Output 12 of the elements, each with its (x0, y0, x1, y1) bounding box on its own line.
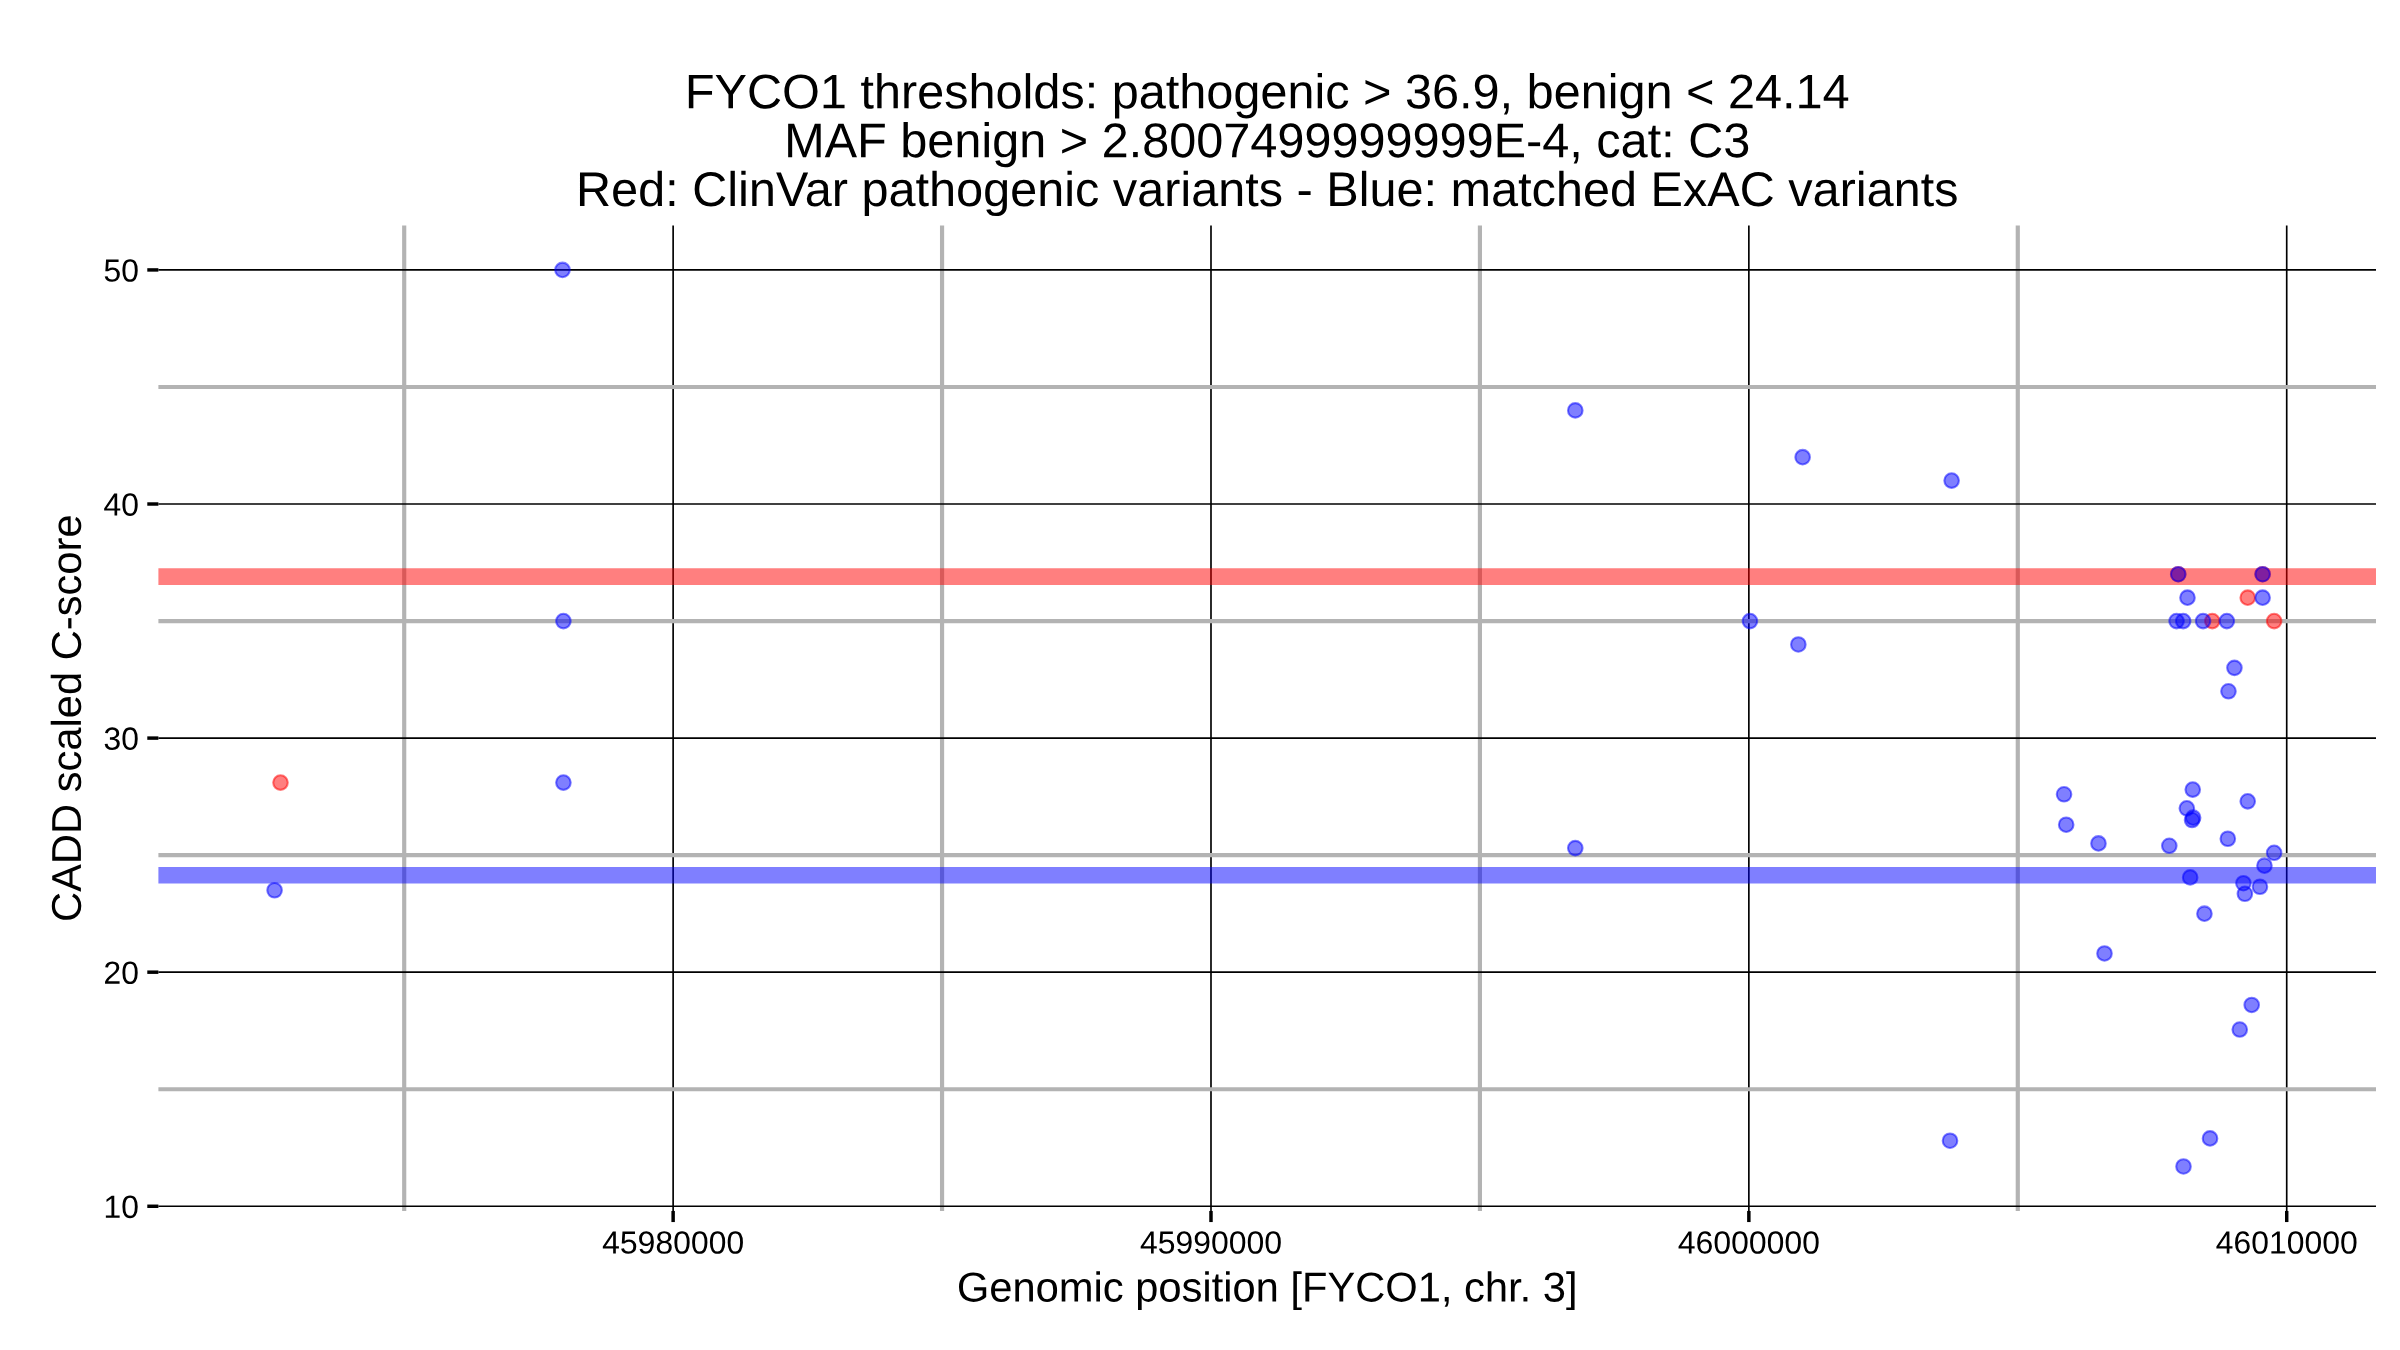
y-tick-label: 40 (104, 493, 138, 516)
x-axis-title: Genomic position [FYCO1, chr. 3] (959, 1271, 1575, 1311)
chart-title: FYCO1 thresholds: pathogenic > 36.9, benign < 24.14 MAF benign > 2.8007499999999E-4, cat: C3 Red: ClinVar pathogenic variants - Blue: matched ExAC variants (579, 73, 1957, 217)
x-tick-label: 45980000 (602, 1231, 743, 1254)
y-tick-label: 30 (104, 727, 138, 750)
y-axis-title: CADD scaled C-score (50, 516, 82, 920)
y-tick-label: 20 (105, 961, 138, 985)
x-tick-label: 46010000 (2216, 1231, 2357, 1254)
x-tick-label: 45990000 (1140, 1231, 1281, 1254)
y-tick-label: 10 (105, 1195, 138, 1219)
x-tick-label: 46000000 (1678, 1231, 1819, 1254)
y-tick-label: 50 (104, 259, 138, 282)
